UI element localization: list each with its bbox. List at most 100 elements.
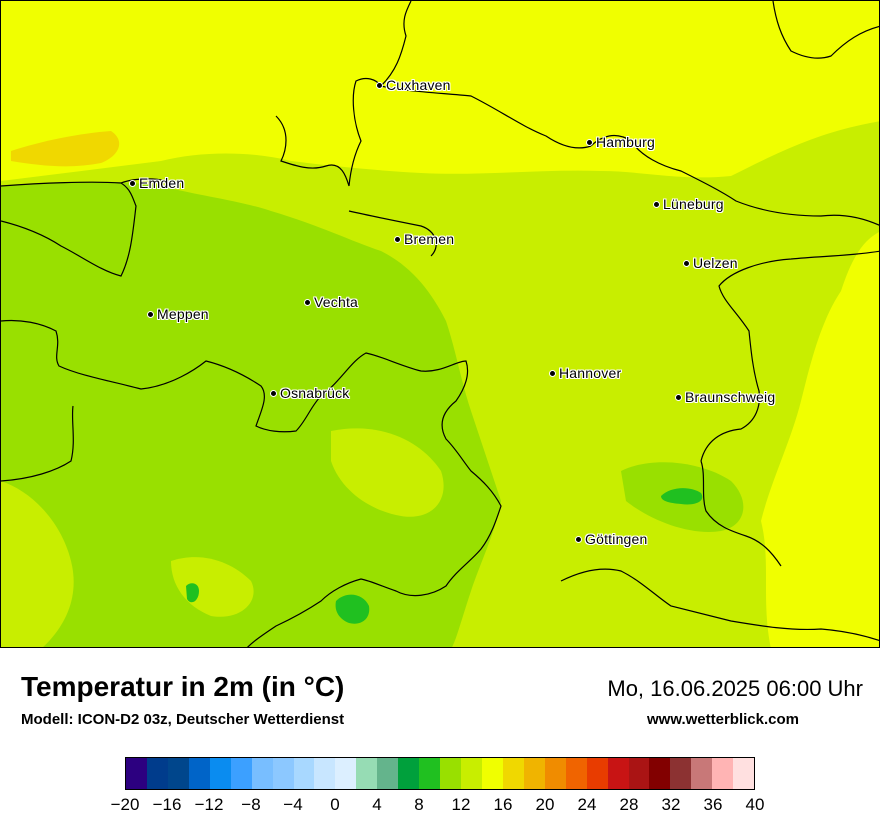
city-marker-icon bbox=[394, 235, 401, 243]
color-scale-segment bbox=[712, 758, 734, 789]
city-braunschweig: Braunschweig bbox=[675, 389, 775, 405]
forecast-datetime: Mo, 16.06.2025 06:00 Uhr bbox=[607, 676, 863, 701]
color-scale-segment bbox=[272, 758, 294, 789]
city-marker-icon bbox=[586, 138, 593, 146]
city-marker-icon bbox=[575, 535, 582, 543]
color-scale-tick-label: 0 bbox=[330, 795, 340, 814]
city-bremen: Bremen bbox=[394, 231, 454, 247]
field-coast-warm bbox=[11, 131, 120, 167]
city-label: Göttingen bbox=[585, 531, 648, 547]
city-label: Cuxhaven bbox=[386, 77, 451, 93]
city-label: Bremen bbox=[404, 231, 455, 247]
color-scale-segment bbox=[670, 758, 692, 789]
website-link[interactable]: www.wetterblick.com bbox=[647, 711, 799, 728]
color-scale-segment bbox=[377, 758, 399, 789]
city-marker-icon bbox=[376, 81, 383, 89]
color-scale-segment bbox=[398, 758, 420, 789]
color-scale-tick-label: 20 bbox=[535, 795, 555, 814]
field-north-warm bbox=[1, 1, 879, 181]
city-vechta: Vechta bbox=[304, 294, 358, 310]
color-scale-segment bbox=[440, 758, 461, 789]
color-scale-tick-label: 32 bbox=[661, 795, 681, 814]
color-scale-segment bbox=[251, 758, 273, 789]
color-scale-segment bbox=[733, 758, 755, 789]
city-label: Hamburg bbox=[596, 134, 655, 150]
city-marker-icon bbox=[683, 259, 690, 267]
color-scale-tick-label: 24 bbox=[577, 795, 597, 814]
color-scale-segment bbox=[607, 758, 629, 789]
city-emden: Emden bbox=[129, 175, 184, 191]
city-marker-icon bbox=[129, 179, 136, 187]
city-label: Uelzen bbox=[693, 255, 738, 271]
city-label: Vechta bbox=[314, 294, 359, 310]
color-scale-segment bbox=[481, 758, 503, 789]
color-scale-segment bbox=[335, 758, 357, 789]
color-scale-tick-label: 16 bbox=[493, 795, 513, 814]
color-scale-segment bbox=[209, 758, 231, 789]
city-label: Meppen bbox=[157, 306, 209, 322]
color-scale-segment bbox=[586, 758, 608, 789]
color-scale-tick-label: 36 bbox=[703, 795, 723, 814]
city-marker-icon bbox=[653, 200, 660, 208]
city-meppen: Meppen bbox=[147, 306, 209, 322]
color-scale-tick-label: 28 bbox=[619, 795, 639, 814]
color-scale-tick-label: −4 bbox=[283, 795, 303, 814]
color-scale-segment bbox=[293, 758, 315, 789]
field-harz-cold bbox=[661, 488, 703, 505]
color-scale-tick-label: 8 bbox=[414, 795, 424, 814]
color-scale-segment bbox=[167, 758, 189, 789]
temperature-field bbox=[1, 1, 879, 647]
city-hannover: Hannover bbox=[549, 365, 621, 381]
field-east-warm bbox=[761, 232, 879, 647]
color-scale-legend bbox=[125, 757, 755, 790]
color-scale-segment bbox=[314, 758, 336, 789]
color-scale-tick-label: 4 bbox=[372, 795, 382, 814]
color-scale-tick-label: −8 bbox=[241, 795, 261, 814]
city-marker-icon bbox=[270, 389, 277, 397]
color-scale-segment bbox=[188, 758, 210, 789]
color-scale-segment bbox=[523, 758, 545, 789]
city-marker-icon bbox=[549, 369, 556, 377]
city-label: Braunschweig bbox=[685, 389, 776, 405]
color-scale-tick-label: 12 bbox=[451, 795, 471, 814]
city-marker-icon bbox=[304, 298, 311, 306]
city-osnabrueck: Osnabrück bbox=[270, 385, 350, 401]
color-scale-segment bbox=[146, 758, 168, 789]
color-scale-segment bbox=[461, 758, 482, 789]
color-scale-segment bbox=[544, 758, 566, 789]
color-scale-tick-label: 40 bbox=[745, 795, 765, 814]
color-scale-segment bbox=[628, 758, 650, 789]
field-center-patch bbox=[331, 428, 444, 517]
color-scale-segment bbox=[691, 758, 713, 789]
city-label: Osnabrück bbox=[280, 385, 350, 401]
city-marker-icon bbox=[147, 310, 154, 318]
city-label: Emden bbox=[139, 175, 185, 191]
field-west-cool bbox=[1, 181, 501, 647]
city-cuxhaven: Cuxhaven bbox=[376, 77, 451, 93]
color-scale-segment bbox=[356, 758, 378, 789]
color-scale-segment bbox=[126, 758, 147, 789]
color-scale-segment bbox=[502, 758, 524, 789]
color-scale-segment bbox=[230, 758, 252, 789]
color-scale-tick-label: −20 bbox=[110, 795, 140, 814]
field-south-cold-2 bbox=[186, 583, 199, 603]
color-scale-tick-label: −12 bbox=[194, 795, 224, 814]
coastline bbox=[1, 1, 879, 647]
color-scale-ticks: −20 −16 −12 −8 −4 0 4 8 12 16 20 24 28 32 36 40 bbox=[111, 795, 765, 817]
city-lueneburg: Lüneburg bbox=[653, 196, 724, 212]
city-hamburg: Hamburg bbox=[586, 134, 655, 150]
color-scale-segment bbox=[649, 758, 671, 789]
city-uelzen: Uelzen bbox=[683, 255, 738, 271]
field-south-cold bbox=[335, 594, 370, 624]
city-goettingen: Göttingen bbox=[575, 531, 648, 547]
color-scale-segment bbox=[419, 758, 441, 789]
color-scale-tick-label: −16 bbox=[152, 795, 182, 814]
color-scale-segment bbox=[565, 758, 587, 789]
model-subtitle: Modell: ICON-D2 03z, Deutscher Wetterdie… bbox=[21, 711, 345, 728]
map-title: Temperatur in 2m (in °C) bbox=[21, 671, 345, 702]
field-sw-patch bbox=[1, 481, 74, 647]
city-label: Hannover bbox=[559, 365, 622, 381]
city-label: Lüneburg bbox=[663, 196, 724, 212]
city-marker-icon bbox=[675, 393, 682, 401]
temperature-map: Cuxhaven Hamburg Emden Lüneburg Bremen U… bbox=[0, 0, 880, 648]
